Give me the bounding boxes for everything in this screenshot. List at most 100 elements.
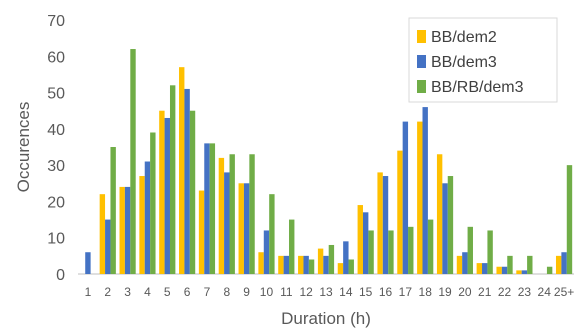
x-tick-label: 3 <box>124 285 131 299</box>
y-axis-title: Occurences <box>14 102 33 193</box>
legend-box <box>408 17 558 103</box>
legend-swatch <box>417 80 426 93</box>
x-tick-label: 15 <box>359 285 373 299</box>
y-tick-label: 0 <box>56 267 65 284</box>
y-tick-label: 20 <box>47 194 65 211</box>
x-axis-ticks: 1 2 3 4 5 6 7 8 9 10 11 12 13 14 15 16 17 18 19 20 21 22 23 24 2… <box>85 285 575 299</box>
bar <box>462 252 468 274</box>
bar <box>362 212 369 274</box>
legend-items: BB/dem2 BB/dem3 BB/RB/dem3 <box>417 29 524 96</box>
bar <box>258 252 264 274</box>
bar <box>516 270 522 274</box>
legend-label: BB/RB/dem3 <box>431 79 524 96</box>
x-tick-label: 17 <box>399 285 413 299</box>
bar <box>130 49 136 274</box>
bar <box>150 132 156 274</box>
bar <box>85 252 91 274</box>
bar <box>308 259 315 274</box>
bar <box>209 143 216 274</box>
bar <box>382 176 389 274</box>
bar <box>278 255 284 274</box>
bar <box>298 255 304 274</box>
x-tick-label: 12 <box>299 285 313 299</box>
y-tick-label: 60 <box>47 49 65 66</box>
bar <box>159 110 165 275</box>
bar <box>110 147 116 274</box>
bar <box>229 154 235 274</box>
x-tick-label: 24 <box>538 285 552 299</box>
bar <box>269 194 275 274</box>
bar <box>328 244 335 274</box>
x-tick-label: 10 <box>260 285 274 299</box>
bar <box>487 230 493 274</box>
x-tick-label: 25+ <box>554 285 574 299</box>
bar <box>397 150 403 274</box>
bar <box>348 259 354 274</box>
x-tick-label: 22 <box>498 285 512 299</box>
bar <box>377 172 383 274</box>
bar <box>501 266 508 274</box>
bar <box>566 165 573 274</box>
bar <box>417 121 423 274</box>
x-tick-label: 19 <box>438 285 452 299</box>
x-tick-label: 6 <box>184 285 191 299</box>
legend: BB/dem2 BB/dem3 BB/RB/dem3 <box>408 17 558 103</box>
bar <box>496 266 502 274</box>
bar <box>436 154 443 274</box>
x-tick-label: 2 <box>104 285 111 299</box>
bar <box>283 255 290 274</box>
bar <box>527 255 533 274</box>
y-tick-label: 30 <box>47 158 65 175</box>
bar <box>179 67 185 274</box>
x-tick-label: 11 <box>280 285 293 299</box>
bar <box>144 161 151 274</box>
bar <box>218 157 225 274</box>
bar <box>427 219 434 274</box>
x-tick-label: 23 <box>518 285 532 299</box>
bar <box>164 117 170 274</box>
bar <box>105 219 111 274</box>
bar <box>442 183 448 274</box>
bar <box>561 252 567 274</box>
x-tick-label: 16 <box>379 285 393 299</box>
bar <box>317 248 324 274</box>
bar <box>289 219 295 274</box>
bar <box>204 143 210 274</box>
bar <box>467 226 473 274</box>
bar <box>337 263 344 274</box>
bar <box>198 190 205 274</box>
bar <box>521 270 528 274</box>
bar <box>323 255 329 274</box>
y-tick-label: 10 <box>47 231 65 248</box>
bars-group <box>85 49 573 275</box>
bar <box>368 230 374 274</box>
legend-swatch <box>417 30 426 43</box>
y-tick-label: 40 <box>47 122 65 139</box>
bar <box>343 241 349 274</box>
x-tick-label: 21 <box>478 285 492 299</box>
bar <box>447 176 454 274</box>
bar <box>249 154 255 274</box>
bar <box>388 230 394 274</box>
bar <box>476 263 483 274</box>
bar <box>119 186 125 274</box>
x-tick-label: 20 <box>458 285 472 299</box>
y-axis-ticks: 0 10 20 30 40 50 60 70 <box>47 13 65 284</box>
x-tick-label: 7 <box>204 285 211 299</box>
x-tick-label: 14 <box>339 285 353 299</box>
bar <box>169 85 176 274</box>
bar <box>303 255 309 274</box>
bar <box>124 186 131 274</box>
bar <box>357 205 363 274</box>
bar <box>238 183 244 274</box>
bar <box>243 183 250 274</box>
bar <box>482 263 488 274</box>
bar <box>263 230 270 274</box>
y-tick-label: 50 <box>47 86 65 103</box>
x-tick-label: 1 <box>85 285 92 299</box>
bar <box>402 121 409 274</box>
bar <box>456 255 463 274</box>
bar <box>555 255 562 274</box>
